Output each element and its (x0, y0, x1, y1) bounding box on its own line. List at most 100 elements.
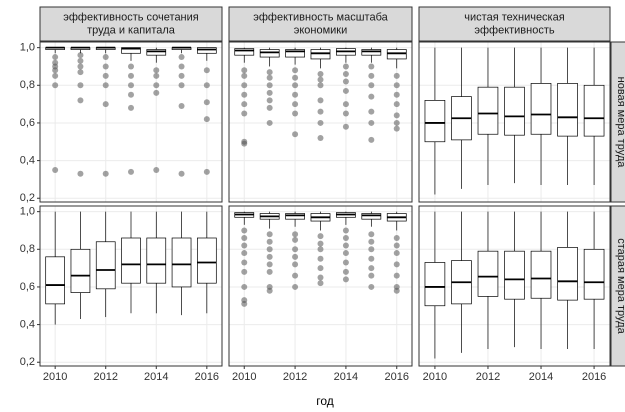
outlier (317, 76, 324, 83)
outlier (266, 246, 273, 253)
outlier (128, 91, 134, 98)
outlier (317, 280, 324, 287)
outlier (52, 72, 59, 79)
outlier (292, 236, 299, 243)
outlier (342, 242, 349, 249)
outlier (241, 67, 248, 74)
row-strip (610, 205, 625, 367)
outlier (153, 72, 160, 79)
y-tick-label: 0,6 (20, 117, 35, 129)
x-tick-label: 2014 (334, 371, 358, 383)
outlier (102, 82, 109, 89)
outlier (266, 231, 273, 238)
outlier (52, 54, 59, 61)
box (386, 49, 407, 60)
outlier (393, 72, 400, 79)
outlier (317, 119, 324, 126)
outlier (241, 72, 248, 79)
outlier (77, 82, 84, 89)
outlier (241, 140, 248, 147)
outlier (77, 170, 84, 177)
outlier (266, 268, 273, 275)
outlier (102, 72, 109, 79)
outlier (292, 246, 299, 253)
outlier (178, 63, 185, 70)
outlier (342, 110, 349, 117)
outlier (368, 72, 375, 79)
outlier (77, 57, 84, 64)
outlier (128, 82, 134, 89)
outlier (203, 168, 210, 175)
panel-border (228, 41, 413, 203)
outlier (317, 108, 324, 115)
outlier (393, 119, 400, 126)
box (121, 237, 141, 284)
outlier (266, 97, 273, 104)
outlier (342, 259, 349, 266)
outlier (368, 283, 375, 290)
outlier (241, 250, 248, 257)
outlier (178, 82, 185, 89)
y-tick-label: 1,0 (20, 42, 35, 54)
outlier (368, 63, 375, 70)
outlier (102, 63, 109, 70)
outlier (368, 272, 375, 279)
outlier (342, 268, 349, 275)
outlier (368, 82, 375, 89)
x-tick-label: 2016 (385, 371, 409, 383)
outlier (52, 67, 59, 74)
outlier (241, 283, 248, 290)
outlier (241, 242, 248, 249)
box (583, 84, 605, 137)
box (285, 213, 305, 220)
outlier (266, 253, 273, 260)
y-tick-label: 0,8 (20, 79, 35, 91)
outlier (241, 110, 248, 117)
box (424, 262, 446, 307)
x-tick-label: 2014 (144, 371, 168, 383)
outlier (393, 250, 400, 257)
outlier (153, 67, 160, 74)
column-strip-label: труда и капитала (87, 24, 176, 36)
outlier (317, 71, 324, 77)
outlier (368, 238, 375, 245)
outlier (77, 97, 84, 104)
outlier (266, 238, 273, 245)
x-tick-label: 2016 (582, 371, 606, 383)
outlier (342, 123, 349, 130)
outlier (102, 170, 109, 177)
y-tick-label: 0,6 (20, 281, 35, 293)
box (45, 256, 65, 305)
box (530, 250, 552, 299)
outlier (342, 78, 349, 85)
outlier (292, 272, 299, 279)
outlier (241, 82, 248, 89)
outlier (342, 87, 349, 94)
outlier (368, 255, 375, 262)
outlier (266, 119, 273, 126)
box (361, 213, 382, 220)
row-strip-label: новая мера труда (615, 77, 625, 169)
box (477, 250, 499, 297)
box (361, 49, 382, 56)
outlier (128, 63, 134, 70)
box (477, 86, 499, 135)
outlier (317, 246, 324, 253)
box (424, 100, 446, 143)
x-tick-label: 2012 (93, 371, 117, 383)
outlier (317, 135, 324, 141)
outlier (292, 261, 299, 268)
outlier (266, 89, 273, 96)
outlier (342, 276, 349, 283)
y-tick-label: 0,8 (20, 243, 35, 255)
outlier (128, 104, 134, 111)
outlier (102, 54, 109, 61)
outlier (393, 125, 400, 132)
panel-border (39, 41, 223, 203)
x-tick-label: 2010 (43, 371, 67, 383)
x-tick-label: 2010 (423, 371, 447, 383)
x-tick-label: 2010 (232, 371, 256, 383)
outlier (368, 93, 375, 100)
outlier (266, 69, 273, 76)
outlier (393, 82, 400, 89)
